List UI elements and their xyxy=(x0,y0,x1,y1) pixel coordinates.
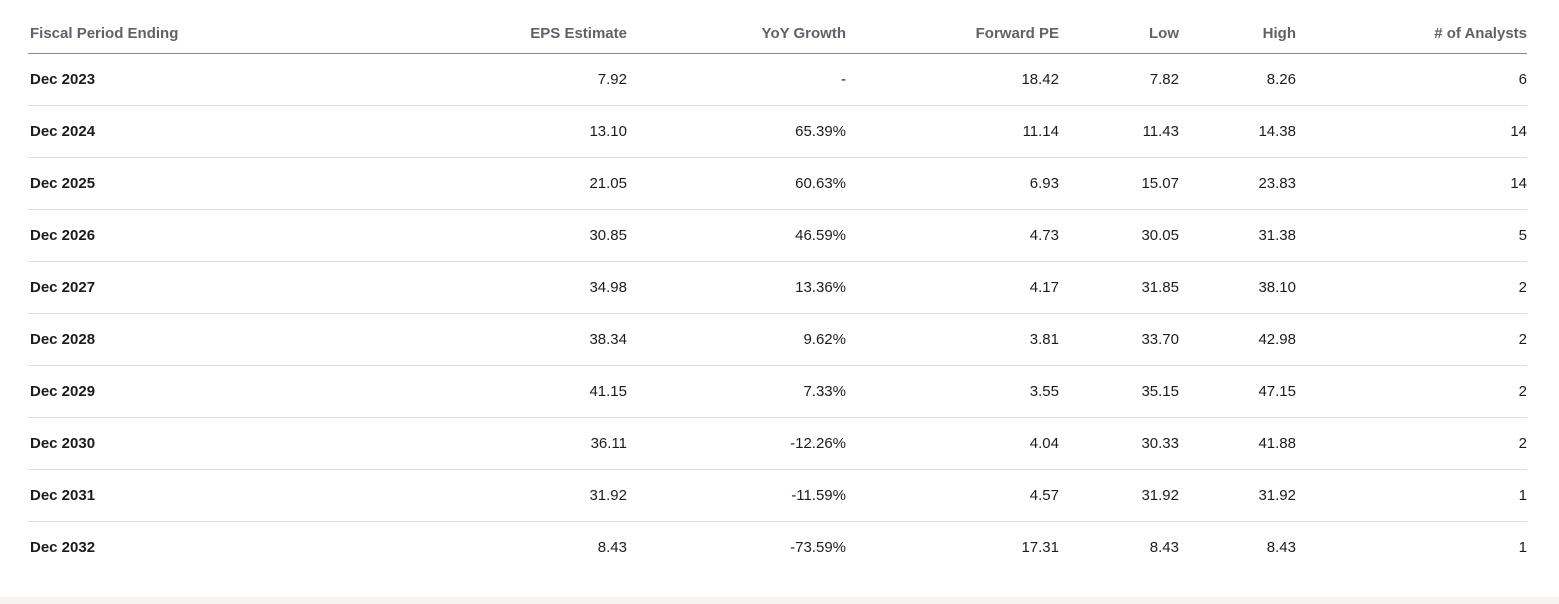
cell-eps-estimate: 8.43 xyxy=(597,538,627,556)
header-eps-estimate: EPS Estimate xyxy=(428,0,627,54)
cell-high: 14.38 xyxy=(1179,105,1296,158)
cell-forward-pe: 4.73 xyxy=(846,209,1059,262)
header-analysts: # of Analysts xyxy=(1296,0,1527,54)
cell-fiscal-period: Dec 2032 xyxy=(30,538,96,556)
cell-analysts: 2 xyxy=(1296,261,1527,314)
eps-forecast-table-container: Fiscal Period Ending EPS Estimate YoY Gr… xyxy=(28,0,1527,573)
cell-forward-pe: 4.04 xyxy=(846,417,1059,470)
table-row: Dec 2023 7.92 - 18.42 7.82 8.26 6 xyxy=(28,53,1527,106)
cell-fiscal-period: Dec 2024 xyxy=(28,105,428,158)
table-row: Dec 2027 34.98 13.36% 4.17 31.85 38.10 2 xyxy=(28,261,1527,314)
cell-analysts: 14 xyxy=(1296,157,1527,210)
cell-high: 31.38 xyxy=(1179,209,1296,262)
cell-low: 30.33 xyxy=(1059,417,1179,470)
header-low: Low xyxy=(1059,0,1179,54)
cell-low: 15.07 xyxy=(1059,157,1179,210)
cell-forward-pe: 11.14 xyxy=(846,105,1059,158)
cell-eps-estimate: 41.15 xyxy=(428,365,627,418)
cell-high: 41.88 xyxy=(1179,417,1296,470)
cell-high: 8.43 xyxy=(1266,538,1296,556)
cell-yoy-growth: 46.59% xyxy=(627,209,846,262)
table-row: Dec 2028 38.34 9.62% 3.81 33.70 42.98 2 xyxy=(28,313,1527,366)
cell-analysts: 2 xyxy=(1296,313,1527,366)
eps-forecast-table: Fiscal Period Ending EPS Estimate YoY Gr… xyxy=(28,0,1527,573)
table-row: Dec 2030 36.11 -12.26% 4.04 30.33 41.88 … xyxy=(28,417,1527,470)
header-high: High xyxy=(1179,0,1296,54)
cell-analysts: 1 xyxy=(1518,538,1527,556)
table-row: Dec 2029 41.15 7.33% 3.55 35.15 47.15 2 xyxy=(28,365,1527,418)
cell-yoy-growth: -11.59% xyxy=(627,469,846,522)
cell-low: 31.85 xyxy=(1059,261,1179,314)
cell-eps-estimate: 36.11 xyxy=(428,417,627,470)
cell-low: 11.43 xyxy=(1059,105,1179,158)
cell-yoy-growth: 9.62% xyxy=(627,313,846,366)
cell-fiscal-period: Dec 2031 xyxy=(28,469,428,522)
cell-fiscal-period: Dec 2029 xyxy=(28,365,428,418)
cell-fiscal-period: Dec 2027 xyxy=(28,261,428,314)
cell-low: 8.43 xyxy=(1149,538,1179,556)
cell-eps-estimate: 30.85 xyxy=(428,209,627,262)
cell-fiscal-period: Dec 2028 xyxy=(28,313,428,366)
cell-fiscal-period: Dec 2023 xyxy=(28,53,428,106)
cell-eps-estimate: 38.34 xyxy=(428,313,627,366)
cell-fiscal-period: Dec 2025 xyxy=(28,157,428,210)
cell-eps-estimate: 31.92 xyxy=(428,469,627,522)
cell-high: 38.10 xyxy=(1179,261,1296,314)
cell-eps-estimate: 34.98 xyxy=(428,261,627,314)
cell-analysts: 2 xyxy=(1296,417,1527,470)
cell-analysts: 6 xyxy=(1296,53,1527,106)
cell-yoy-growth: 13.36% xyxy=(627,261,846,314)
cell-high: 8.26 xyxy=(1179,53,1296,106)
table-row: Dec 2024 13.10 65.39% 11.14 11.43 14.38 … xyxy=(28,105,1527,158)
cell-low: 7.82 xyxy=(1059,53,1179,106)
header-fiscal-period: Fiscal Period Ending xyxy=(28,0,428,54)
cell-eps-estimate: 13.10 xyxy=(428,105,627,158)
cell-high: 31.92 xyxy=(1179,469,1296,522)
cell-yoy-growth: - xyxy=(627,53,846,106)
cell-yoy-growth: 7.33% xyxy=(627,365,846,418)
page-bottom-edge xyxy=(0,597,1559,604)
cell-analysts: 1 xyxy=(1296,469,1527,522)
table-row: Dec 2031 31.92 -11.59% 4.57 31.92 31.92 … xyxy=(28,469,1527,522)
forecast-table-body: Dec 2023 7.92 - 18.42 7.82 8.26 6 Dec 20… xyxy=(28,53,1527,573)
cell-high: 23.83 xyxy=(1179,157,1296,210)
table-row: Dec 2025 21.05 60.63% 6.93 15.07 23.83 1… xyxy=(28,157,1527,210)
cell-forward-pe: 17.31 xyxy=(1021,538,1059,556)
cell-forward-pe: 18.42 xyxy=(846,53,1059,106)
header-forward-pe: Forward PE xyxy=(846,0,1059,54)
header-yoy-growth: YoY Growth xyxy=(627,0,846,54)
cell-fiscal-period: Dec 2030 xyxy=(28,417,428,470)
table-row: Dec 2026 30.85 46.59% 4.73 30.05 31.38 5 xyxy=(28,209,1527,262)
cell-high: 42.98 xyxy=(1179,313,1296,366)
cell-low: 33.70 xyxy=(1059,313,1179,366)
cell-forward-pe: 3.55 xyxy=(846,365,1059,418)
header-row: Fiscal Period Ending EPS Estimate YoY Gr… xyxy=(28,0,1527,54)
cell-forward-pe: 6.93 xyxy=(846,157,1059,210)
cell-forward-pe: 3.81 xyxy=(846,313,1059,366)
cell-yoy-growth: 60.63% xyxy=(627,157,846,210)
cell-analysts: 5 xyxy=(1296,209,1527,262)
cell-low: 30.05 xyxy=(1059,209,1179,262)
cell-yoy-growth: 65.39% xyxy=(627,105,846,158)
cell-forward-pe: 4.57 xyxy=(846,469,1059,522)
cell-forward-pe: 4.17 xyxy=(846,261,1059,314)
cell-analysts: 2 xyxy=(1296,365,1527,418)
cell-eps-estimate: 21.05 xyxy=(428,157,627,210)
cell-eps-estimate: 7.92 xyxy=(428,53,627,106)
cell-analysts: 14 xyxy=(1296,105,1527,158)
cell-low: 31.92 xyxy=(1059,469,1179,522)
cell-yoy-growth: -73.59% xyxy=(790,538,846,556)
cell-high: 47.15 xyxy=(1179,365,1296,418)
cell-low: 35.15 xyxy=(1059,365,1179,418)
cell-yoy-growth: -12.26% xyxy=(627,417,846,470)
cell-fiscal-period: Dec 2026 xyxy=(28,209,428,262)
table-row: Dec 2032 8.43 -73.59% 17.31 8.43 8.43 1 xyxy=(28,521,1527,573)
